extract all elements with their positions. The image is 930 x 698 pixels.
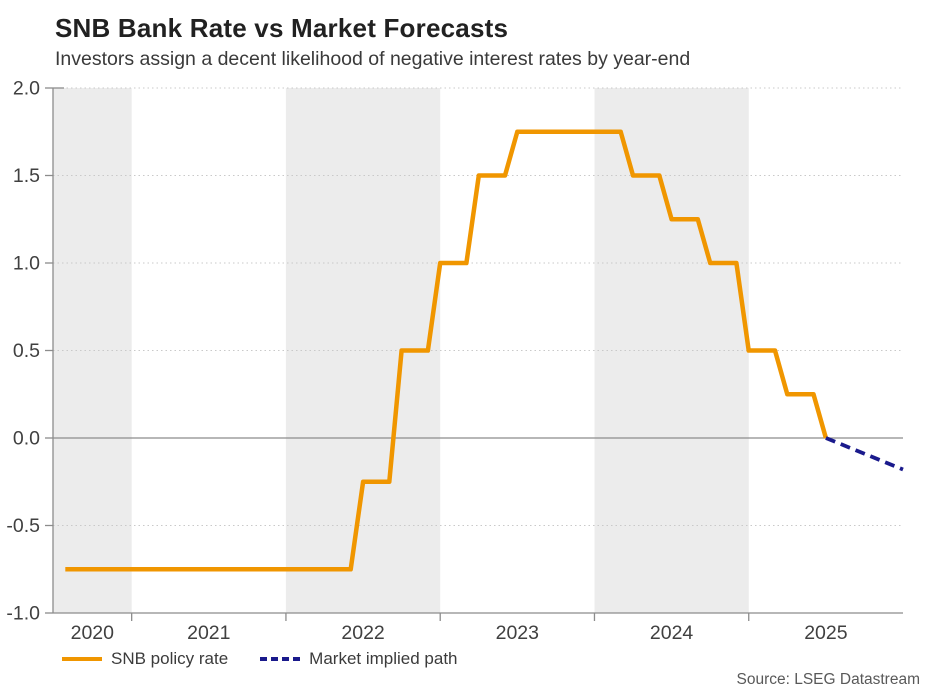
year-shading-band xyxy=(594,88,749,613)
chart-title: SNB Bank Rate vs Market Forecasts xyxy=(55,13,509,43)
chart-subtitle: Investors assign a decent likelihood of … xyxy=(55,48,691,70)
legend-item-snb-policy-rate: SNB policy rate xyxy=(62,649,228,669)
x-tick-label: 2020 xyxy=(71,622,115,644)
y-tick-label: 0.0 xyxy=(13,428,40,450)
x-tick-label: 2024 xyxy=(650,622,694,644)
snb-policy-rate-line xyxy=(65,129,829,572)
legend-item-market-implied-path: Market implied path xyxy=(260,649,458,669)
x-tick-label: 2025 xyxy=(804,622,848,644)
y-tick-label: -0.5 xyxy=(6,515,40,537)
chart-legend: SNB policy rate Market implied path xyxy=(62,649,458,669)
y-tick-label: 0.5 xyxy=(13,340,40,362)
y-tick-label: 1.5 xyxy=(13,165,40,187)
legend-label-snb-policy-rate: SNB policy rate xyxy=(111,649,229,668)
y-tick-label: -1.0 xyxy=(6,603,40,625)
market-implied-path-swatch xyxy=(260,657,301,661)
x-tick-label: 2021 xyxy=(187,622,230,644)
y-tick-label: 2.0 xyxy=(13,78,40,100)
legend-label-market-implied-path: Market implied path xyxy=(309,649,458,668)
y-tick-label: 1.0 xyxy=(13,253,40,275)
source-credit: Source: LSEG Datastream xyxy=(736,671,921,688)
year-shading-band xyxy=(53,88,132,613)
market-implied-path-line xyxy=(825,436,904,472)
x-tick-label: 2022 xyxy=(341,622,384,644)
snb-policy-rate-swatch xyxy=(62,657,102,661)
x-tick-label: 2023 xyxy=(496,622,539,644)
